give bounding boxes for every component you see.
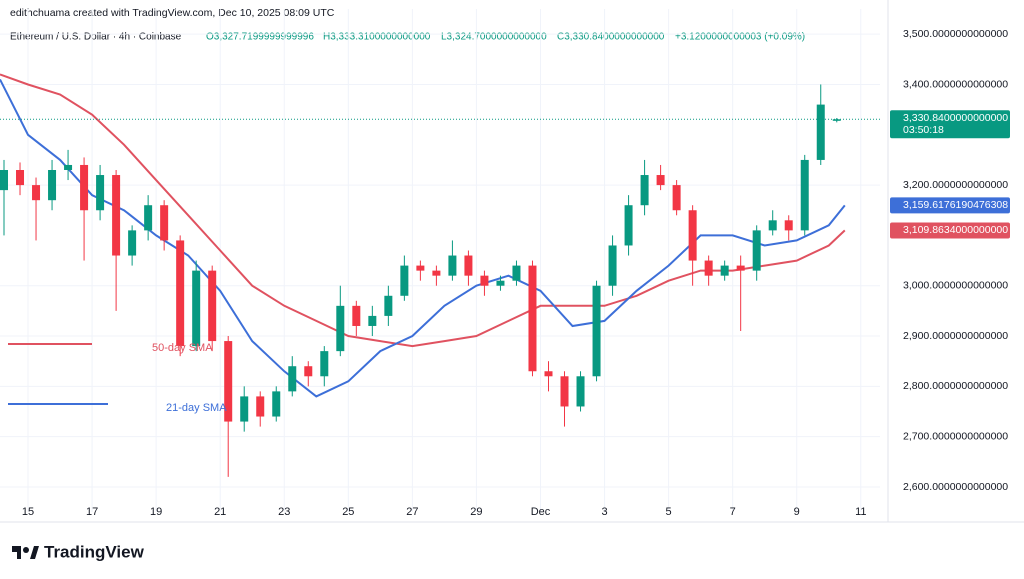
y-tick-label: 2,800.0000000000000 <box>903 380 1008 392</box>
x-tick-label: 3 <box>601 506 607 518</box>
credit: edithchuama created with TradingView.com… <box>10 7 335 19</box>
candle-body <box>624 205 633 246</box>
candle-body <box>160 205 169 241</box>
candle-body <box>320 351 329 377</box>
candle-body <box>384 295 393 316</box>
candle-body <box>80 164 89 211</box>
candle-body <box>528 265 537 372</box>
candle-body <box>576 376 585 407</box>
candle-body <box>32 185 41 201</box>
candle-body <box>128 230 137 256</box>
x-tick-label: Dec <box>531 506 551 518</box>
candle-body <box>560 376 569 407</box>
candle-body <box>704 260 713 276</box>
candle-body <box>768 220 777 231</box>
candle-body <box>656 175 665 186</box>
y-tick-label: 2,900.0000000000000 <box>903 330 1008 342</box>
x-tick-label: 9 <box>794 506 800 518</box>
candle-body <box>144 205 153 231</box>
sma-line <box>0 78 846 398</box>
candle-body <box>816 104 825 160</box>
sma-line <box>0 73 846 348</box>
candle-body <box>784 220 793 231</box>
x-tick-label: 7 <box>730 506 736 518</box>
y-tick-label: 3,000.0000000000000 <box>903 280 1008 292</box>
x-tick-label: 19 <box>150 506 162 518</box>
y-tick-label: 3,200.0000000000000 <box>903 179 1008 191</box>
x-tick-label: 5 <box>666 506 672 518</box>
x-tick-label: 21 <box>214 506 226 518</box>
price-label-box <box>890 222 1010 239</box>
candle-body <box>688 210 697 261</box>
price-label: 3,109.8634000000000 <box>903 224 1008 236</box>
x-tick-label: 15 <box>22 506 34 518</box>
candle-body <box>752 230 761 271</box>
candle-body <box>64 164 73 170</box>
candle-body <box>416 265 425 271</box>
candle-body <box>224 341 233 422</box>
brand-logo <box>12 546 39 559</box>
candle-body <box>288 366 297 392</box>
candle-body <box>592 285 601 377</box>
y-tick-label: 3,500.0000000000000 <box>903 28 1008 40</box>
legend-low: L3,324.7000000000000 <box>441 32 547 43</box>
x-tick-label: 11 <box>855 506 866 518</box>
x-tick-label: 17 <box>86 506 98 518</box>
x-tick-label: 27 <box>406 506 418 518</box>
y-tick-label: 2,700.0000000000000 <box>903 430 1008 442</box>
candle-body <box>720 265 729 276</box>
candle-body <box>672 185 681 211</box>
candle-body <box>240 396 249 422</box>
candle-body <box>400 265 409 296</box>
x-tick-label: 25 <box>342 506 354 518</box>
y-tick-label: 2,600.0000000000000 <box>903 481 1008 493</box>
candle-body <box>272 391 281 417</box>
x-tick-label: 29 <box>470 506 482 518</box>
candle-body <box>256 396 265 417</box>
candle-body <box>176 240 185 347</box>
candle-body <box>48 170 57 201</box>
candle-body <box>608 245 617 286</box>
candle-body <box>448 255 457 276</box>
candle-body <box>304 366 313 377</box>
candle-body <box>432 270 441 276</box>
last-price-box <box>890 110 1010 139</box>
candle-body <box>112 175 121 256</box>
candle-body <box>464 255 473 276</box>
candle-body <box>352 305 361 326</box>
candle-body <box>544 371 553 377</box>
brand: TradingView <box>44 542 145 561</box>
symbol: Ethereum / U.S. Dollar · 4h · Coinbase <box>10 32 182 43</box>
candle-body <box>0 170 9 191</box>
candle-body <box>480 275 489 286</box>
candle-body <box>496 280 505 286</box>
candle-body <box>96 175 105 211</box>
x-tick-label: 23 <box>278 506 290 518</box>
candle-body <box>736 265 745 271</box>
last-price-label: 3,330.8400000000000 <box>903 112 1008 124</box>
countdown: 03:50:18 <box>903 124 944 136</box>
candle-body <box>336 305 345 352</box>
candle-body <box>640 175 649 206</box>
price-label-box <box>890 197 1010 214</box>
legend-close: C3,330.8400000000000 <box>557 32 665 43</box>
price-label: 3,159.6176190476308 <box>903 199 1008 211</box>
legend-change: +3.1200000000003 (+0.09%) <box>675 32 805 43</box>
candle-body <box>512 265 521 281</box>
legend-label: 50-day SMA <box>152 342 213 354</box>
candle-body <box>800 159 809 231</box>
legend-open: O3,327.7199999999996 <box>206 32 314 43</box>
candle-body <box>832 119 841 121</box>
y-tick-label: 3,400.0000000000000 <box>903 78 1008 90</box>
legend-high: H3,333.3100000000000 <box>323 32 431 43</box>
candle-body <box>208 270 217 342</box>
candle-body <box>16 170 25 186</box>
legend-label: 21-day SMA <box>166 402 227 414</box>
candle-body <box>368 315 377 326</box>
candle-body <box>192 270 201 347</box>
